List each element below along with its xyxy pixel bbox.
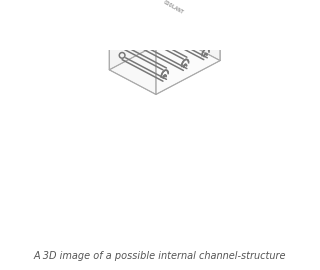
Polygon shape — [109, 0, 220, 42]
Polygon shape — [109, 0, 173, 70]
Polygon shape — [109, 17, 156, 94]
Text: A 3D image of a possible internal channel-structure: A 3D image of a possible internal channe… — [34, 251, 286, 261]
Polygon shape — [156, 8, 220, 94]
Text: COOLANT: COOLANT — [162, 0, 184, 15]
Polygon shape — [173, 0, 220, 60]
